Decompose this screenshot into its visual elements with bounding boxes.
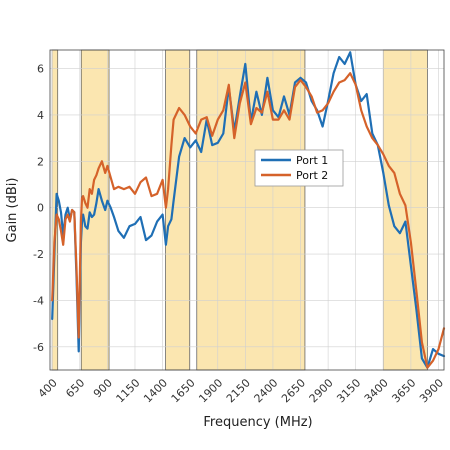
y-tick-label: 4 — [37, 109, 44, 122]
x-tick-label: 650 — [63, 376, 87, 400]
x-tick-label: 1900 — [196, 376, 225, 405]
x-tick-label: 3400 — [362, 376, 391, 405]
series-line-port-2 — [51, 72, 446, 369]
grid — [50, 50, 444, 370]
x-tick-label: 2650 — [279, 376, 308, 405]
x-tick-label: 1150 — [114, 376, 143, 405]
x-tick-label: 3650 — [389, 376, 418, 405]
y-tick-label: 2 — [37, 155, 44, 168]
y-axis-label: Gain (dBi) — [5, 178, 20, 243]
x-tick-labels: 400 650 9001150140016501900215024002650290… — [36, 376, 446, 405]
y-tick-label: -2 — [33, 248, 44, 261]
x-tick-label: 3150 — [334, 376, 363, 405]
series-lines — [51, 51, 446, 369]
shaded-band-4 — [196, 49, 306, 371]
legend-label-port-2: Port 2 — [296, 169, 328, 182]
y-tick-label: 6 — [37, 63, 44, 76]
y-tick-label: -4 — [33, 294, 44, 307]
x-tick-label: 3900 — [417, 376, 446, 405]
series-line-port-1 — [51, 51, 446, 369]
x-axis-label: Frequency (MHz) — [203, 415, 312, 430]
legend: Port 1 Port 2 — [254, 149, 344, 187]
x-tick-label: 400 — [36, 376, 60, 400]
x-tick-label: 900 — [91, 376, 115, 400]
shaded-band-3 — [165, 49, 190, 371]
x-tick-label: 2400 — [252, 376, 281, 405]
y-tick-label: -6 — [33, 341, 44, 354]
plot-frame — [49, 49, 445, 371]
x-tick-label: 2150 — [224, 376, 253, 405]
x-tick-label: 2900 — [307, 376, 336, 405]
x-tick-label: 1650 — [169, 376, 198, 405]
x-tick-label: 1400 — [141, 376, 170, 405]
y-tick-labels: -6 -4 -2 0 2 4 6 — [33, 63, 44, 354]
legend-box — [254, 149, 344, 187]
y-tick-label: 0 — [37, 202, 44, 215]
legend-label-port-1: Port 1 — [296, 154, 328, 167]
